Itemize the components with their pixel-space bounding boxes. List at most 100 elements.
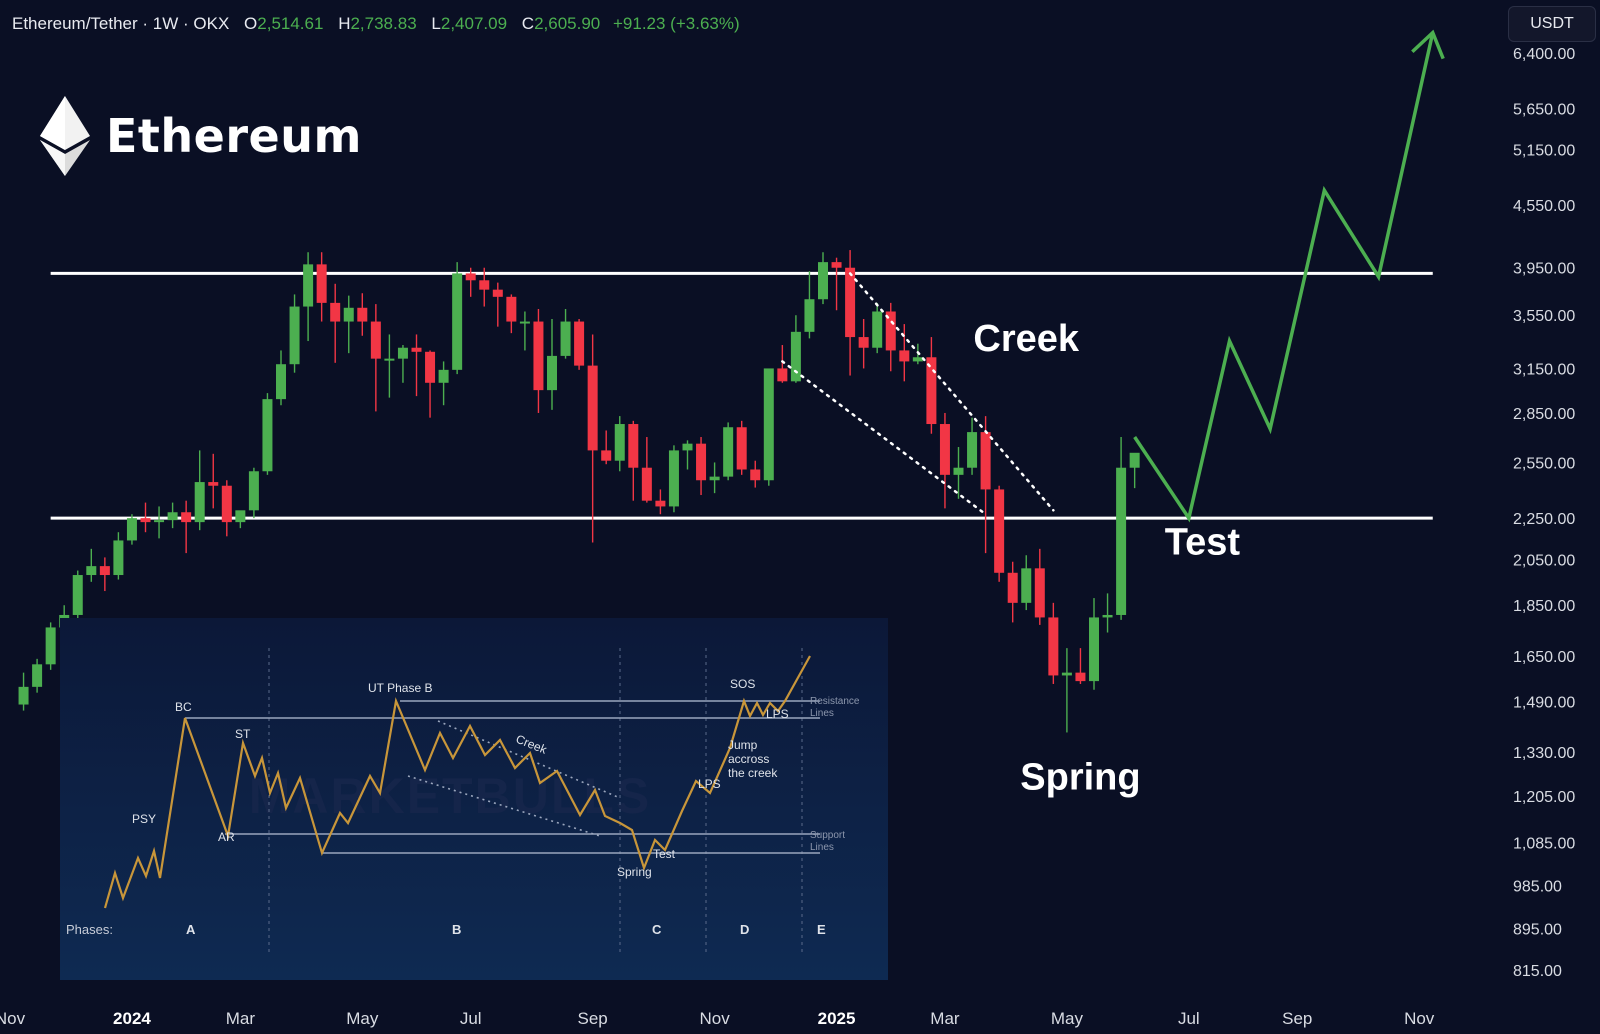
candle (330, 283, 341, 363)
candle-body (248, 471, 259, 511)
candle-body (926, 357, 937, 425)
creek-upper-line (848, 272, 1055, 512)
label-resistance: Resistance (810, 696, 860, 707)
candle-body (1048, 617, 1059, 676)
y-tick-label: 5,150.00 (1513, 143, 1575, 160)
candle (560, 309, 571, 359)
candle (370, 304, 381, 412)
candle-body (519, 321, 530, 324)
candle (899, 324, 910, 382)
candle-body (425, 351, 436, 383)
symbol-header: Ethereum/Tether · 1W · OKX O2,514.61 H2,… (12, 14, 740, 34)
phase-b: B (452, 922, 461, 937)
label-support: Support (810, 830, 845, 841)
y-tick-label: 2,250.00 (1513, 511, 1575, 528)
candle (506, 294, 517, 334)
label-st: ST (235, 727, 251, 741)
phase-a: A (186, 922, 196, 937)
label-lps-lower: LPS (698, 777, 721, 791)
y-tick-label: 1,490.00 (1513, 695, 1575, 712)
y-tick-label: 2,050.00 (1513, 553, 1575, 570)
candle (980, 416, 991, 554)
candle (384, 334, 395, 398)
brand-name: Ethereum (106, 109, 362, 163)
candle (885, 302, 896, 372)
candle-body (99, 566, 110, 576)
candle-body (628, 424, 639, 468)
y-tick-label: 5,650.00 (1513, 101, 1575, 118)
candle-body (939, 424, 950, 475)
inset-labels: BC ST PSY AR UT Phase B SOS LPS LPS Jump… (66, 677, 860, 937)
label-lps-upper: LPS (766, 707, 789, 721)
candle (438, 361, 449, 406)
candle (777, 345, 788, 383)
candle-body (384, 358, 395, 361)
candle (696, 437, 707, 496)
candle (45, 622, 56, 670)
x-tick-label: 2024 (113, 1009, 151, 1028)
candle-body (655, 500, 666, 507)
x-tick-label: May (1051, 1009, 1084, 1028)
creek-lower-line (781, 360, 987, 516)
candle-body (994, 489, 1005, 573)
candle-body (750, 469, 761, 481)
x-tick-label: 2025 (818, 1009, 856, 1028)
candle-body (560, 321, 571, 356)
candle (492, 282, 503, 327)
candle (533, 309, 544, 413)
y-tick-label: 3,950.00 (1513, 261, 1575, 278)
candle-body (492, 289, 503, 297)
candle-body (818, 262, 828, 300)
candle (1021, 555, 1032, 611)
candle (452, 262, 463, 375)
high-label: H (338, 14, 351, 33)
candle (1007, 561, 1018, 623)
candle-body (601, 450, 612, 461)
projection-arrowhead (1411, 29, 1445, 60)
y-tick-label: 2,550.00 (1513, 455, 1575, 472)
currency-unit-button[interactable]: USDT (1508, 6, 1596, 42)
candle (1129, 452, 1140, 489)
candle (343, 295, 354, 354)
candle (1102, 593, 1113, 633)
x-tick-label: Nov (699, 1009, 730, 1028)
candle-body (221, 485, 232, 523)
candle-body (858, 337, 869, 348)
candle (953, 447, 964, 499)
candle-body (343, 307, 354, 322)
candle-body (208, 482, 219, 486)
candle-body (126, 518, 137, 541)
label-spring-inset: Spring (617, 865, 652, 879)
y-tick-label: 1,085.00 (1513, 836, 1575, 853)
candle (804, 271, 815, 339)
candle (668, 445, 679, 513)
candle (939, 412, 950, 509)
y-tick-label: 6,400.00 (1513, 46, 1575, 63)
candle (208, 453, 219, 509)
candle-body (899, 350, 910, 362)
candle-body (506, 296, 517, 322)
candle-body (1075, 672, 1086, 682)
candle (601, 430, 612, 465)
y-axis: 6,400.00 5,650.00 5,150.00 4,550.00 3,950.00… (1513, 46, 1575, 980)
candle-body (1089, 617, 1099, 682)
candle-body (194, 482, 205, 523)
candle-body (479, 280, 490, 290)
candle-body (370, 321, 381, 359)
y-tick-label: 895.00 (1513, 921, 1562, 938)
phase-e: E (817, 922, 826, 937)
candle (614, 416, 625, 472)
candle (763, 368, 774, 486)
candle-body (614, 424, 625, 461)
candle (411, 334, 422, 397)
candle (858, 319, 869, 369)
candle (479, 267, 490, 307)
candle-body (980, 432, 991, 490)
candle (72, 570, 83, 625)
candle-body (45, 627, 56, 665)
candles-layer (18, 250, 1140, 733)
candle-body (262, 399, 273, 472)
y-tick-label: 2,850.00 (1513, 406, 1575, 423)
high-value: 2,738.83 (350, 14, 417, 33)
